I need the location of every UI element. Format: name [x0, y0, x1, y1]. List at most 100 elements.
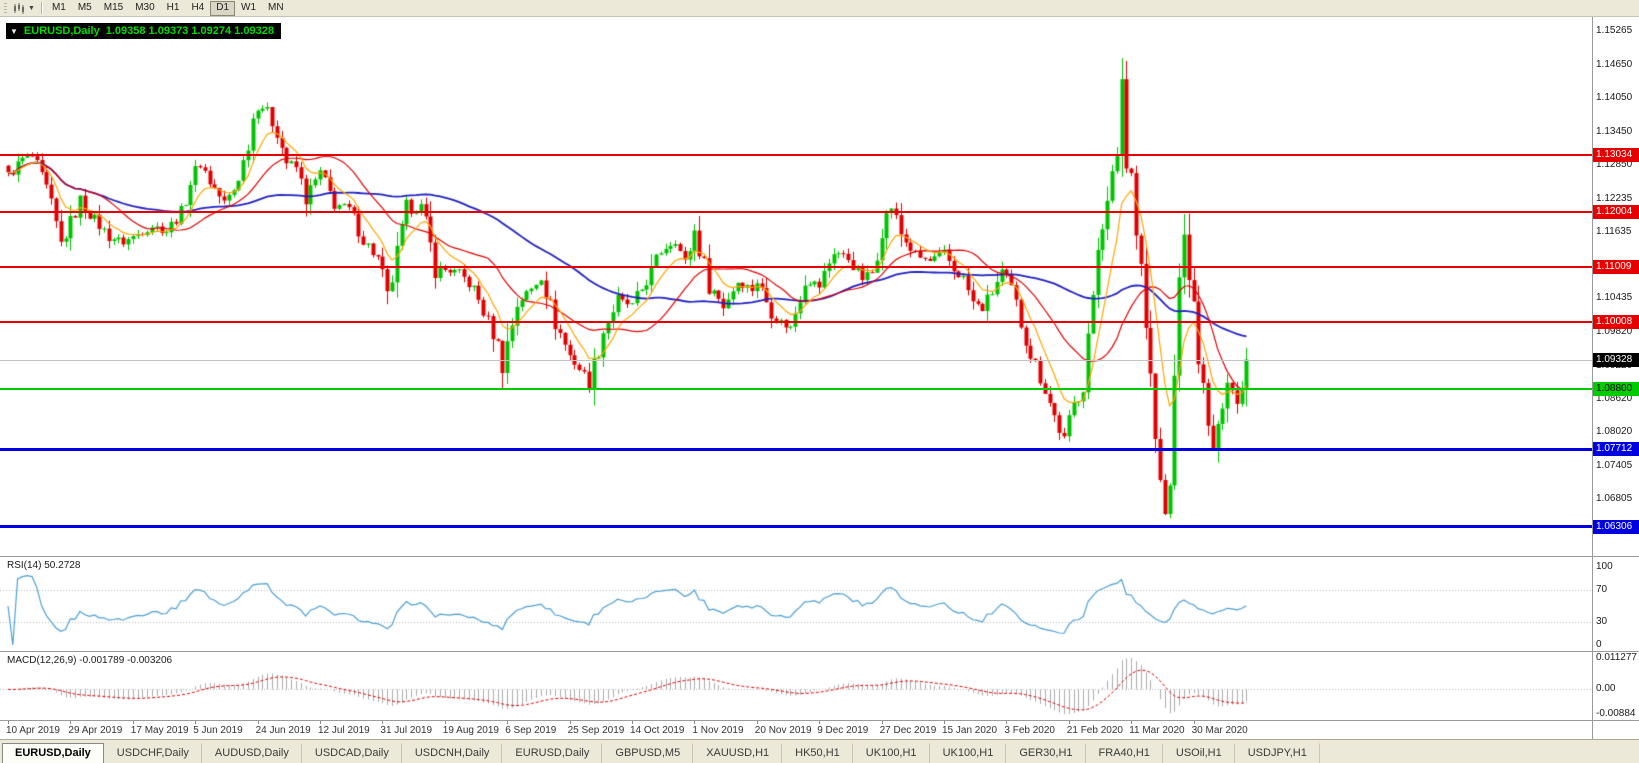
toolbar-grip[interactable]	[4, 2, 7, 14]
timeframe-m15-button[interactable]: M15	[98, 1, 129, 16]
timeframe-m5-button[interactable]: M5	[72, 1, 98, 16]
date-axis-tick	[1131, 721, 1133, 724]
date-axis-label: 10 Apr 2019	[6, 725, 60, 736]
timeframe-m1-button[interactable]: M1	[46, 1, 72, 16]
horizontal-level-line[interactable]	[0, 265, 1592, 268]
price-axis-label: 1.09820	[1596, 326, 1633, 338]
tab-hk50-h1[interactable]: HK50,H1	[782, 743, 853, 763]
timeframe-toolbar: ▼ M1 M5 M15 M30 H1 H4 D1 W1 MN	[0, 0, 1639, 17]
chart-periods-button[interactable]: ▼	[11, 1, 37, 16]
date-axis-tick	[444, 721, 446, 724]
candlestick-canvas[interactable]	[0, 17, 1592, 557]
date-axis-tick	[881, 721, 883, 724]
price-axis-label: 1.12850	[1596, 158, 1633, 170]
date-axis-tick	[819, 721, 821, 724]
date-axis-label: 9 Dec 2019	[817, 725, 869, 736]
rsi-canvas[interactable]	[0, 557, 1592, 652]
timeframe-mn-button[interactable]: MN	[262, 1, 290, 16]
date-axis-tick	[507, 721, 509, 724]
tab-usdcad-daily[interactable]: USDCAD,Daily	[302, 743, 402, 763]
macd-level-label: 0.00	[1596, 683, 1616, 695]
date-axis-tick	[8, 721, 9, 724]
price-axis-label: 1.08020	[1596, 425, 1633, 437]
date-axis-label: 14 Oct 2019	[630, 725, 685, 736]
horizontal-level-line[interactable]	[0, 525, 1592, 529]
tab-audusd-daily[interactable]: AUDUSD,Daily	[202, 743, 302, 763]
tab-xauusd-h1[interactable]: XAUUSD,H1	[693, 743, 783, 763]
date-axis-label: 1 Nov 2019	[692, 725, 744, 736]
tab-usdcnh-daily[interactable]: USDCNH,Daily	[402, 743, 503, 763]
date-axis-label: 6 Sep 2019	[505, 725, 557, 736]
timeframe-m30-button[interactable]: M30	[129, 1, 160, 16]
date-axis-tick	[569, 721, 571, 724]
date-axis-label: 25 Sep 2019	[567, 725, 625, 736]
timeframe-d1-button[interactable]: D1	[210, 0, 236, 16]
tab-uk100-h1-2[interactable]: UK100,H1	[930, 743, 1007, 763]
tab-eurusd-daily-2[interactable]: EURUSD,Daily	[502, 743, 603, 763]
date-axis-tick	[1006, 721, 1008, 724]
tab-ger30-h1[interactable]: GER30,H1	[1006, 743, 1086, 763]
price-level-badge: 1.08800	[1593, 381, 1639, 396]
chart-tab-bar: EURUSD,Daily USDCHF,Daily AUDUSD,Daily U…	[0, 739, 1639, 763]
candlestick-chart-icon	[13, 2, 26, 14]
tab-usdchf-daily[interactable]: USDCHF,Daily	[104, 743, 202, 763]
date-axis-label: 31 Jul 2019	[380, 725, 433, 736]
date-axis-label: 19 Aug 2019	[442, 725, 499, 736]
tab-eurusd-daily[interactable]: EURUSD,Daily	[2, 743, 104, 763]
price-axis[interactable]: 1.15265 1.14650 1.14050 1.13450 1.12850 1.122…	[1592, 17, 1639, 739]
tab-usoil-h1[interactable]: USOil,H1	[1163, 743, 1235, 763]
date-axis-tick	[632, 721, 633, 724]
macd-indicator-pane[interactable]: MACD(12,26,9) -0.001789 -0.003206	[0, 652, 1592, 721]
tab-gbpusd-m5[interactable]: GBPUSD,M5	[602, 743, 694, 763]
macd-level-label: 0.011277	[1596, 652, 1637, 663]
toolbar-separator	[40, 2, 42, 14]
rsi-level-label: 70	[1596, 584, 1608, 596]
date-axis-label: 24 Jun 2019	[255, 725, 311, 736]
price-axis-label: 1.15265	[1596, 25, 1633, 37]
chart-area: ▼ EURUSD,Daily 1.09358 1.09373 1.09274 1…	[0, 17, 1592, 739]
symbol-period-label: EURUSD,Daily	[23, 25, 100, 37]
price-axis-label: 1.13450	[1596, 125, 1633, 137]
date-axis-tick	[70, 721, 72, 724]
timeframe-h1-button[interactable]: H1	[161, 1, 186, 16]
macd-level-label: -0.00884	[1596, 708, 1636, 719]
horizontal-level-line[interactable]	[0, 447, 1592, 451]
price-axis-label: 1.10435	[1596, 292, 1633, 304]
price-level-badge: 1.13034	[1593, 147, 1639, 162]
price-axis-label: 1.11635	[1596, 225, 1632, 237]
pane-separator[interactable]	[0, 720, 1639, 721]
horizontal-level-line[interactable]	[0, 210, 1592, 213]
price-level-badge: 1.12004	[1593, 204, 1639, 219]
horizontal-level-line[interactable]	[0, 153, 1592, 156]
price-axis-label: 1.07405	[1596, 459, 1633, 471]
tab-fra40-h1[interactable]: FRA40,H1	[1086, 743, 1163, 763]
chevron-down-icon: ▼	[28, 4, 35, 12]
price-axis-label: 1.14050	[1596, 92, 1633, 104]
date-axis-tick	[1068, 721, 1070, 724]
price-axis-label: 1.12235	[1596, 192, 1633, 204]
horizontal-level-line[interactable]	[0, 387, 1592, 390]
pane-separator[interactable]	[0, 651, 1639, 652]
date-axis[interactable]: 10 Apr 2019 29 Apr 2019 17 May 2019 5 Jun 2…	[0, 721, 1592, 739]
price-axis-label: 1.06805	[1596, 493, 1633, 505]
rsi-level-label: 100	[1596, 561, 1613, 572]
price-level-badge: 1.10008	[1593, 314, 1639, 329]
expand-panel-icon[interactable]: ▼	[10, 26, 18, 36]
date-axis-label: 17 May 2019	[130, 725, 189, 736]
chart-workspace: ▼ EURUSD,Daily 1.09358 1.09373 1.09274 1…	[0, 17, 1639, 739]
macd-canvas[interactable]	[0, 652, 1592, 721]
rsi-level-label: 0	[1596, 639, 1602, 650]
date-axis-tick	[1193, 721, 1195, 724]
date-axis-label: 20 Nov 2019	[754, 725, 812, 736]
rsi-indicator-pane[interactable]: RSI(14) 50.2728	[0, 557, 1592, 652]
timeframe-h4-button[interactable]: H4	[185, 1, 210, 16]
pane-separator[interactable]	[0, 556, 1639, 557]
price-axis-label: 1.14650	[1596, 59, 1633, 71]
horizontal-level-line[interactable]	[0, 320, 1592, 323]
price-chart-pane[interactable]: ▼ EURUSD,Daily 1.09358 1.09373 1.09274 1…	[0, 17, 1592, 557]
tab-usdjpy-h1[interactable]: USDJPY,H1	[1235, 743, 1320, 763]
tab-uk100-h1[interactable]: UK100,H1	[853, 743, 930, 763]
chart-title-overlay: ▼ EURUSD,Daily 1.09358 1.09373 1.09274 1…	[6, 23, 281, 39]
timeframe-w1-button[interactable]: W1	[235, 1, 262, 16]
